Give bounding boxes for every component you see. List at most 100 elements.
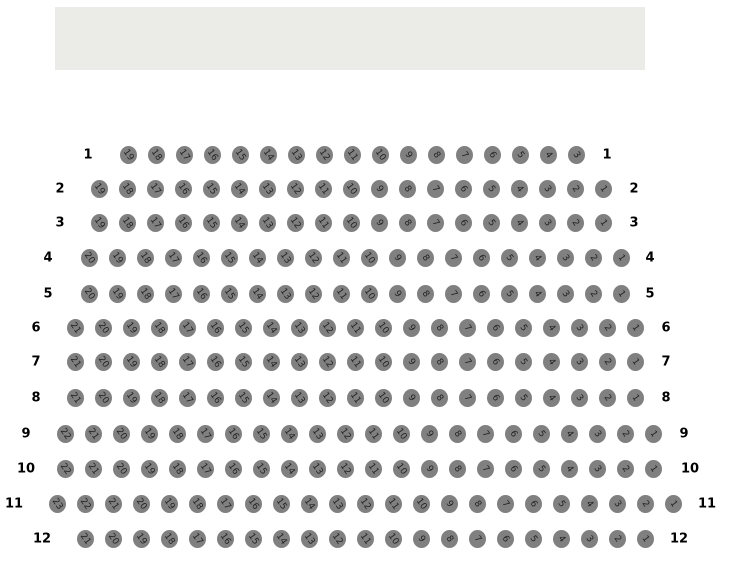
seat[interactable]: 14: [259, 146, 277, 164]
seat[interactable]: 9: [370, 180, 388, 198]
seat[interactable]: 15: [234, 319, 252, 337]
seat[interactable]: 18: [150, 319, 168, 337]
seat[interactable]: 4: [542, 389, 560, 407]
seat[interactable]: 10: [342, 180, 360, 198]
seat[interactable]: 16: [192, 249, 210, 267]
seat[interactable]: 11: [364, 425, 382, 443]
seat[interactable]: 5: [482, 214, 500, 232]
seat[interactable]: 11: [346, 353, 364, 371]
seat[interactable]: 8: [448, 425, 466, 443]
seat[interactable]: 20: [112, 460, 130, 478]
seat[interactable]: 9: [388, 285, 406, 303]
seat[interactable]: 12: [318, 353, 336, 371]
seat[interactable]: 16: [203, 146, 221, 164]
seat[interactable]: 20: [104, 530, 122, 548]
seat[interactable]: 7: [444, 285, 462, 303]
seat[interactable]: 3: [556, 249, 574, 267]
seat[interactable]: 1: [626, 353, 644, 371]
seat[interactable]: 2: [616, 425, 634, 443]
seat[interactable]: 19: [140, 460, 158, 478]
seat[interactable]: 9: [402, 353, 420, 371]
seat[interactable]: 9: [420, 460, 438, 478]
seat[interactable]: 6: [504, 460, 522, 478]
seat[interactable]: 12: [328, 530, 346, 548]
seat[interactable]: 10: [374, 353, 392, 371]
seat[interactable]: 20: [112, 425, 130, 443]
seat[interactable]: 12: [318, 389, 336, 407]
seat[interactable]: 20: [94, 319, 112, 337]
seat[interactable]: 12: [356, 495, 374, 513]
seat[interactable]: 16: [244, 495, 262, 513]
seat[interactable]: 5: [532, 460, 550, 478]
seat[interactable]: 17: [178, 389, 196, 407]
seat[interactable]: 13: [276, 285, 294, 303]
seat[interactable]: 3: [588, 425, 606, 443]
seat[interactable]: 13: [258, 180, 276, 198]
seat[interactable]: 6: [472, 249, 490, 267]
seat[interactable]: 4: [560, 425, 578, 443]
seat[interactable]: 19: [160, 495, 178, 513]
seat[interactable]: 8: [416, 249, 434, 267]
seat[interactable]: 2: [636, 495, 654, 513]
seat[interactable]: 23: [48, 495, 66, 513]
seat[interactable]: 3: [538, 214, 556, 232]
seat[interactable]: 16: [174, 180, 192, 198]
seat[interactable]: 16: [216, 530, 234, 548]
seat[interactable]: 6: [496, 530, 514, 548]
seat[interactable]: 20: [80, 249, 98, 267]
seat[interactable]: 1: [594, 214, 612, 232]
seat[interactable]: 14: [230, 180, 248, 198]
seat[interactable]: 17: [178, 319, 196, 337]
seat[interactable]: 13: [290, 389, 308, 407]
seat[interactable]: 5: [482, 180, 500, 198]
seat[interactable]: 19: [108, 249, 126, 267]
seat[interactable]: 15: [234, 389, 252, 407]
seat[interactable]: 9: [388, 249, 406, 267]
seat[interactable]: 15: [252, 425, 270, 443]
seat[interactable]: 4: [510, 180, 528, 198]
seat[interactable]: 16: [224, 460, 242, 478]
seat[interactable]: 3: [588, 460, 606, 478]
seat[interactable]: 12: [318, 319, 336, 337]
seat[interactable]: 2: [584, 285, 602, 303]
seat[interactable]: 4: [510, 214, 528, 232]
seat[interactable]: 9: [440, 495, 458, 513]
seat[interactable]: 15: [220, 249, 238, 267]
seat[interactable]: 17: [196, 425, 214, 443]
seat[interactable]: 5: [532, 425, 550, 443]
seat[interactable]: 17: [146, 214, 164, 232]
seat[interactable]: 8: [430, 319, 448, 337]
seat[interactable]: 11: [384, 495, 402, 513]
seat[interactable]: 9: [402, 389, 420, 407]
seat[interactable]: 7: [455, 146, 473, 164]
seat[interactable]: 8: [440, 530, 458, 548]
seat[interactable]: 7: [458, 319, 476, 337]
seat[interactable]: 14: [262, 353, 280, 371]
seat[interactable]: 13: [308, 460, 326, 478]
seat[interactable]: 3: [556, 285, 574, 303]
seat[interactable]: 21: [104, 495, 122, 513]
seat[interactable]: 5: [514, 389, 532, 407]
seat[interactable]: 12: [286, 214, 304, 232]
seat[interactable]: 13: [290, 319, 308, 337]
seat[interactable]: 11: [332, 285, 350, 303]
seat[interactable]: 16: [206, 353, 224, 371]
seat[interactable]: 19: [108, 285, 126, 303]
seat[interactable]: 4: [560, 460, 578, 478]
seat[interactable]: 7: [458, 389, 476, 407]
seat[interactable]: 2: [566, 214, 584, 232]
seat[interactable]: 8: [398, 214, 416, 232]
seat[interactable]: 1: [664, 495, 682, 513]
seat[interactable]: 5: [511, 146, 529, 164]
seat[interactable]: 15: [252, 460, 270, 478]
seat[interactable]: 10: [412, 495, 430, 513]
seat[interactable]: 14: [262, 389, 280, 407]
seat[interactable]: 18: [168, 460, 186, 478]
seat[interactable]: 11: [346, 389, 364, 407]
seat[interactable]: 13: [290, 353, 308, 371]
seat[interactable]: 2: [584, 249, 602, 267]
seat[interactable]: 8: [430, 353, 448, 371]
seat[interactable]: 5: [500, 249, 518, 267]
seat[interactable]: 1: [626, 389, 644, 407]
seat[interactable]: 19: [122, 353, 140, 371]
